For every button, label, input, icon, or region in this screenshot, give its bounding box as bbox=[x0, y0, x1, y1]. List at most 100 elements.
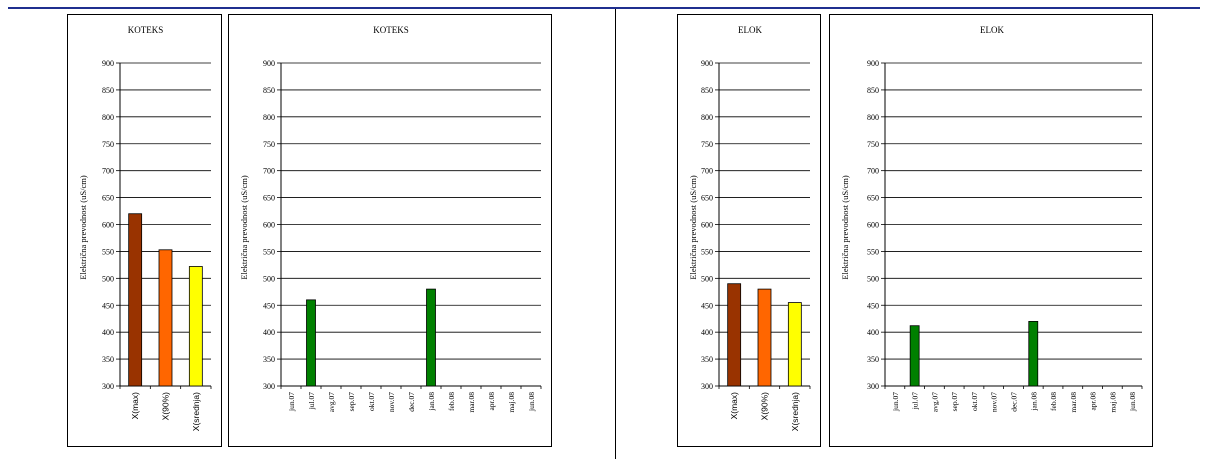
x-tick-label: jun.07 bbox=[287, 392, 296, 412]
bar bbox=[128, 213, 143, 387]
x-tick-label: jan.08 bbox=[1029, 392, 1038, 412]
bar bbox=[158, 249, 173, 387]
y-tick-label: 400 bbox=[102, 328, 114, 337]
x-tick-label: jul.07 bbox=[307, 392, 316, 411]
y-tick-label: 700 bbox=[263, 167, 275, 176]
y-tick-label: 350 bbox=[102, 355, 114, 364]
y-tick-label: 600 bbox=[867, 221, 879, 230]
x-tick-label: X(90%) bbox=[760, 392, 770, 421]
bar bbox=[1028, 320, 1039, 387]
x-tick-label: avg.07 bbox=[327, 392, 336, 412]
y-tick-label: 900 bbox=[263, 59, 275, 68]
x-tick-label: okt.07 bbox=[367, 392, 376, 411]
chart-panel-koteks-monthly: KOTEKS 300 350 400 450 500 550 600 650 700 750 800 8… bbox=[228, 14, 552, 447]
x-tick-label: dec.07 bbox=[1010, 392, 1019, 412]
y-axis-label: Električna prevodnost (uS/cm) bbox=[688, 175, 698, 280]
y-tick-label: 300 bbox=[102, 382, 114, 391]
chart-panel-elok-monthly: ELOK 300 350 400 450 500 550 600 650 700 750 800 850… bbox=[829, 14, 1153, 447]
y-tick-label: 550 bbox=[867, 247, 879, 256]
y-tick-label: 400 bbox=[701, 328, 713, 337]
x-tick-label: X(max) bbox=[130, 392, 140, 420]
y-tick-label: 450 bbox=[701, 301, 713, 310]
y-axis-label: Električna prevodnost (uS/cm) bbox=[840, 175, 850, 280]
bar bbox=[909, 325, 920, 387]
y-tick-label: 550 bbox=[701, 247, 713, 256]
x-tick-label: mar.08 bbox=[1069, 392, 1078, 413]
x-tick-label: okt.07 bbox=[970, 392, 979, 411]
x-tick-label: avg.07 bbox=[930, 392, 939, 412]
y-tick-label: 350 bbox=[263, 355, 275, 364]
y-tick-label: 350 bbox=[701, 355, 713, 364]
y-tick-label: 500 bbox=[102, 274, 114, 283]
chart-koteks-summary: KOTEKS 300 350 400 450 500 550 600 650 700 750 800 8… bbox=[78, 25, 212, 431]
y-tick-label: 800 bbox=[701, 113, 713, 122]
x-tick-label: nov.07 bbox=[990, 392, 999, 412]
y-tick-label: 500 bbox=[867, 274, 879, 283]
center-divider bbox=[615, 9, 616, 459]
x-tick-label: dec.07 bbox=[407, 392, 416, 412]
bar bbox=[727, 283, 742, 387]
y-tick-label: 550 bbox=[263, 247, 275, 256]
y-tick-label: 300 bbox=[867, 382, 879, 391]
chart-elok-summary: ELOK 300 350 400 450 500 550 600 650 700 750 800 850… bbox=[688, 25, 811, 431]
chart-title: KOTEKS bbox=[373, 25, 409, 35]
y-tick-label: 800 bbox=[263, 113, 275, 122]
x-tick-label: apr.08 bbox=[1089, 392, 1098, 411]
x-tick-label: jun.08 bbox=[1128, 392, 1137, 412]
y-tick-label: 600 bbox=[701, 221, 713, 230]
y-tick-label: 850 bbox=[102, 86, 114, 95]
y-tick-label: 550 bbox=[102, 247, 114, 256]
y-tick-label: 450 bbox=[867, 301, 879, 310]
y-tick-label: 900 bbox=[867, 59, 879, 68]
x-tick-label: X(90%) bbox=[161, 392, 171, 421]
x-tick-label: sep.07 bbox=[950, 392, 959, 412]
y-tick-label: 900 bbox=[102, 59, 114, 68]
bar bbox=[306, 299, 316, 387]
x-tick-label: X(srednja) bbox=[191, 392, 201, 431]
y-tick-label: 800 bbox=[867, 113, 879, 122]
y-tick-label: 650 bbox=[263, 194, 275, 203]
x-tick-label: maj.08 bbox=[1108, 392, 1117, 413]
chart-elok-monthly: ELOK 300 350 400 450 500 550 600 650 700 750 800 850… bbox=[840, 25, 1143, 413]
x-tick-label: maj.08 bbox=[507, 392, 516, 413]
y-tick-label: 750 bbox=[263, 140, 275, 149]
chart-title: ELOK bbox=[980, 25, 1004, 35]
y-tick-label: 650 bbox=[102, 194, 114, 203]
y-tick-label: 350 bbox=[867, 355, 879, 364]
y-tick-label: 600 bbox=[263, 221, 275, 230]
y-tick-label: 850 bbox=[701, 86, 713, 95]
y-tick-label: 450 bbox=[102, 301, 114, 310]
bar bbox=[787, 302, 802, 387]
y-tick-label: 300 bbox=[701, 382, 713, 391]
y-tick-label: 700 bbox=[867, 167, 879, 176]
x-tick-label: feb.08 bbox=[1049, 392, 1058, 411]
y-tick-label: 850 bbox=[263, 86, 275, 95]
y-tick-label: 600 bbox=[102, 221, 114, 230]
y-tick-label: 400 bbox=[263, 328, 275, 337]
y-tick-label: 900 bbox=[701, 59, 713, 68]
y-tick-label: 850 bbox=[867, 86, 879, 95]
x-tick-label: jan.08 bbox=[427, 392, 436, 412]
y-tick-label: 750 bbox=[701, 140, 713, 149]
x-tick-label: feb.08 bbox=[447, 392, 456, 411]
bar bbox=[188, 266, 203, 387]
x-tick-label: jun.07 bbox=[891, 392, 900, 412]
y-tick-label: 650 bbox=[701, 194, 713, 203]
chart-panel-elok-summary: ELOK 300 350 400 450 500 550 600 650 700 750 800 850… bbox=[677, 14, 821, 447]
x-tick-label: X(max) bbox=[729, 392, 739, 420]
x-tick-label: jun.08 bbox=[527, 392, 536, 412]
y-axis-label: Električna prevodnost (uS/cm) bbox=[78, 175, 88, 280]
y-tick-label: 450 bbox=[263, 301, 275, 310]
y-tick-label: 500 bbox=[263, 274, 275, 283]
chart-panel-koteks-summary: KOTEKS 300 350 400 450 500 550 600 650 700 750 800 8… bbox=[67, 14, 222, 447]
y-tick-label: 500 bbox=[701, 274, 713, 283]
y-axis-label: Električna prevodnost (uS/cm) bbox=[239, 175, 249, 280]
bar bbox=[426, 288, 436, 387]
bar bbox=[757, 288, 772, 387]
x-tick-label: sep.07 bbox=[347, 392, 356, 412]
y-tick-label: 300 bbox=[263, 382, 275, 391]
chart-title: ELOK bbox=[738, 25, 762, 35]
chart-koteks-monthly: KOTEKS 300 350 400 450 500 550 600 650 700 750 800 8… bbox=[239, 25, 542, 413]
y-tick-label: 700 bbox=[102, 167, 114, 176]
y-tick-label: 400 bbox=[867, 328, 879, 337]
